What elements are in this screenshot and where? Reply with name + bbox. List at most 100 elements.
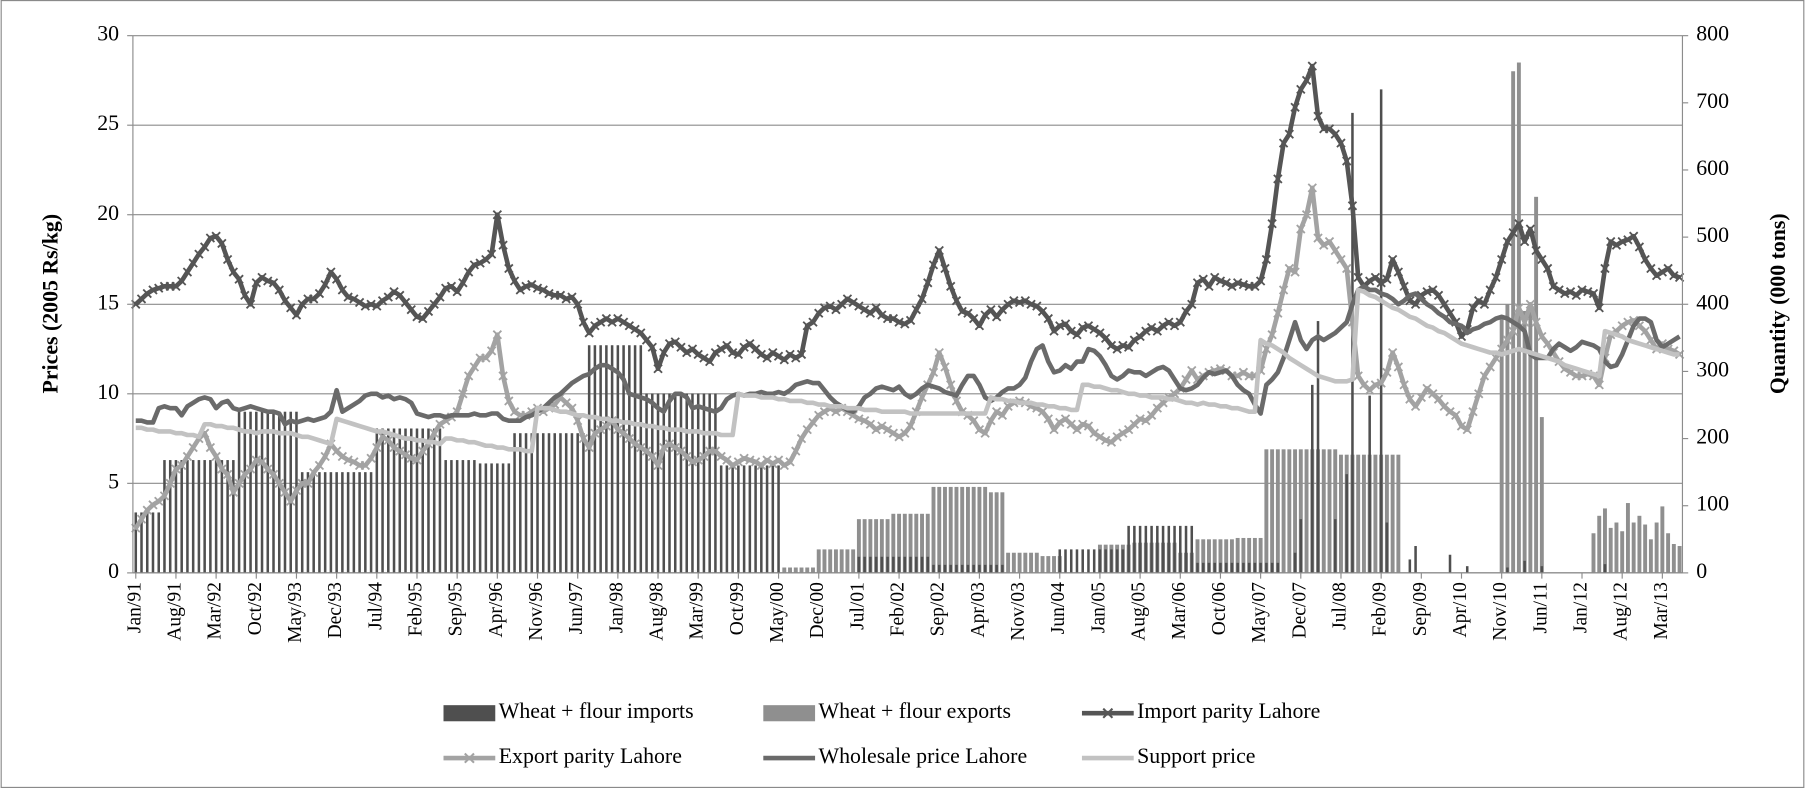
bar	[1333, 519, 1337, 573]
bar	[645, 393, 648, 573]
line-marker	[624, 321, 635, 331]
line-marker	[1330, 129, 1340, 139]
line-marker	[1537, 254, 1547, 265]
line-marker	[1072, 330, 1082, 340]
bar	[1212, 539, 1217, 573]
line-marker	[1118, 428, 1128, 438]
line-marker	[1330, 245, 1340, 256]
bar	[599, 345, 602, 573]
line-marker	[337, 451, 348, 462]
line-marker	[1479, 299, 1490, 309]
bar	[777, 465, 780, 573]
bar	[971, 486, 976, 573]
bar	[1253, 562, 1257, 573]
bar	[914, 513, 919, 573]
x-tick-label: Apr/96	[486, 582, 507, 638]
bar	[473, 460, 476, 573]
line-marker	[1519, 236, 1530, 247]
line-marker	[435, 292, 445, 302]
line-marker	[1617, 321, 1627, 331]
y-tick-label: 20	[97, 201, 119, 225]
line-marker	[555, 290, 566, 300]
x-tick-label: Nov/03	[1008, 582, 1029, 641]
bar	[903, 556, 907, 573]
bar	[530, 433, 534, 573]
bar	[1229, 539, 1234, 573]
line-marker	[1210, 272, 1220, 283]
legend-label: Wholesale price Lahore	[819, 744, 1028, 768]
line-marker	[1100, 435, 1111, 446]
line-marker	[1451, 410, 1461, 420]
bar	[1270, 449, 1275, 573]
bar	[977, 486, 982, 573]
bar	[501, 463, 505, 573]
bar	[312, 472, 315, 573]
line-marker	[1514, 303, 1524, 313]
bar	[920, 513, 924, 573]
line-marker	[337, 285, 348, 295]
bar	[605, 345, 608, 573]
bar	[937, 486, 942, 573]
line-marker	[1336, 254, 1346, 265]
line-marker	[1565, 287, 1576, 297]
bar	[553, 433, 556, 573]
line-marker	[1187, 365, 1197, 376]
line-marker	[159, 491, 170, 501]
bar	[616, 345, 620, 573]
line-marker	[1537, 331, 1547, 342]
line-marker	[561, 294, 571, 304]
line-series	[135, 287, 1680, 454]
bar	[1259, 562, 1262, 573]
bar	[983, 486, 988, 573]
line-marker	[383, 435, 393, 446]
bar	[375, 428, 379, 573]
axes: 0510152025300100200300400500600700800Jan…	[97, 22, 1729, 643]
line-marker	[1078, 322, 1088, 333]
bar	[1608, 527, 1613, 573]
bar	[943, 486, 947, 573]
line-marker	[974, 424, 985, 435]
bar	[570, 433, 574, 573]
bar	[1207, 562, 1211, 573]
line-marker	[1089, 324, 1099, 335]
line-marker	[1043, 414, 1053, 424]
bar	[1075, 549, 1079, 573]
line-marker	[274, 478, 284, 489]
line-marker	[395, 290, 405, 300]
line-marker	[590, 428, 600, 438]
line-marker	[934, 245, 944, 256]
line-marker	[946, 380, 956, 390]
line-marker	[309, 467, 319, 478]
bar	[1465, 566, 1469, 573]
bar	[656, 393, 660, 573]
line-marker	[1485, 285, 1495, 295]
bar	[862, 519, 867, 573]
bar	[909, 556, 912, 573]
bar	[668, 393, 671, 573]
bar	[1448, 554, 1452, 573]
bar	[748, 465, 752, 573]
y-tick-label: 10	[97, 380, 119, 404]
bar	[1506, 567, 1509, 573]
x-tick-label: Jun/04	[1048, 582, 1069, 634]
line-marker	[1284, 263, 1294, 274]
lines	[131, 61, 1685, 533]
bar	[1631, 522, 1636, 573]
bar	[289, 411, 292, 573]
bar	[1179, 525, 1182, 573]
bar	[496, 463, 499, 573]
bar	[243, 411, 247, 573]
bar	[513, 433, 516, 573]
line-marker	[584, 328, 594, 338]
line-marker	[1232, 278, 1243, 288]
line-marker	[1462, 424, 1472, 435]
line-marker	[1606, 236, 1616, 247]
line-marker	[1014, 297, 1025, 308]
bar	[1281, 449, 1286, 573]
bar	[576, 433, 579, 573]
bar	[1190, 525, 1194, 573]
line-marker	[509, 407, 520, 417]
line-marker	[917, 294, 927, 304]
x-tick-label: Feb/02	[888, 582, 909, 636]
bar	[582, 433, 585, 573]
